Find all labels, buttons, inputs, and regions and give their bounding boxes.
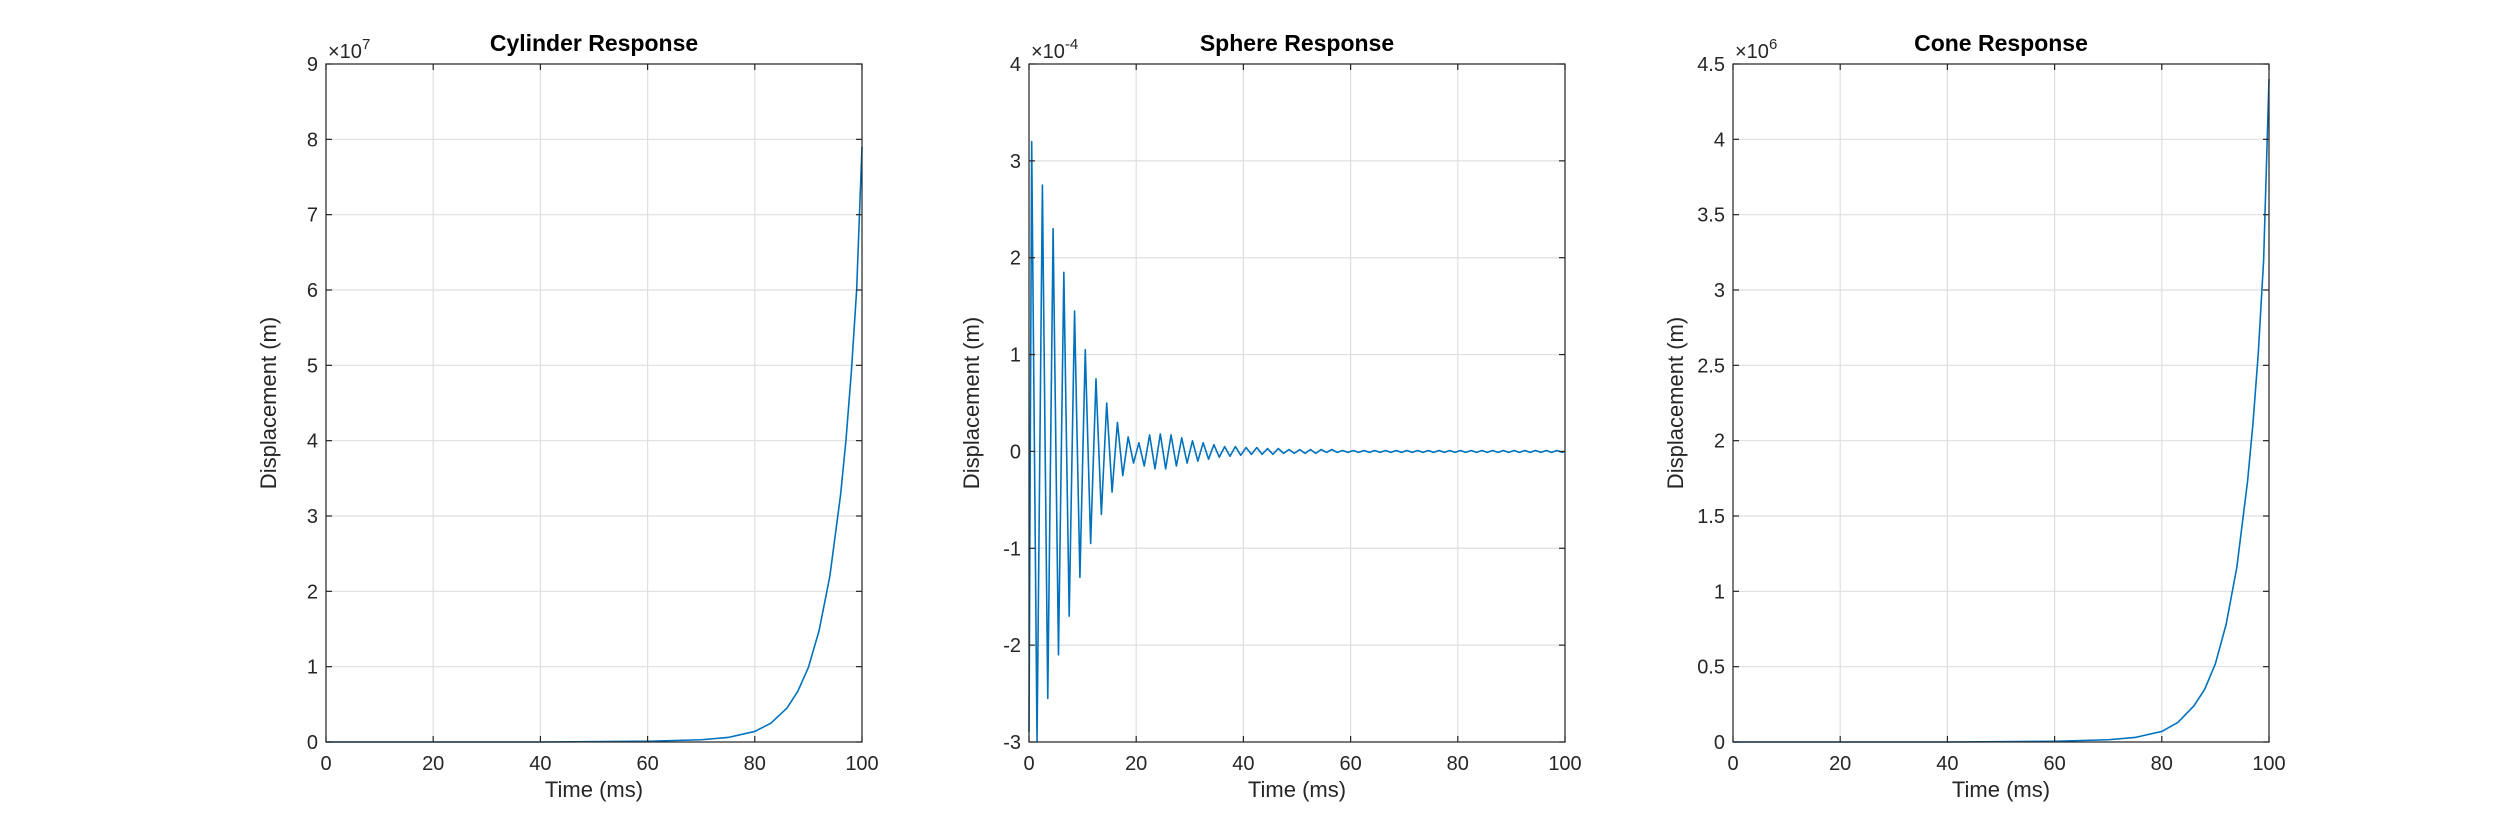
y-tick-label: 2 (307, 581, 318, 603)
axes-box (325, 63, 863, 743)
y-tick-label: 0 (1714, 732, 1725, 754)
x-tick-label: 80 (1447, 753, 1469, 775)
series-line (1733, 79, 2270, 743)
y-tick-label: 2.5 (1697, 355, 1725, 377)
x-tick-label: 20 (1125, 753, 1147, 775)
x-tick-label: 80 (744, 753, 766, 775)
y-tick-label: 4 (1714, 129, 1725, 151)
exponent-base: ×10 (1031, 41, 1065, 63)
exponent-power: -4 (1065, 36, 1078, 53)
y-tick-label: -3 (1003, 732, 1021, 754)
x-tick-label: 20 (1829, 753, 1851, 775)
x-tick-label: 0 (1727, 753, 1738, 775)
y-tick-label: -2 (1003, 635, 1021, 657)
y-tick-label: 5 (307, 355, 318, 377)
y-tick-label: 8 (307, 129, 318, 151)
y-tick-label: 1 (1714, 581, 1725, 603)
chart-panel-2: 0 20 40 60 80 100 -3 -2 -1 0 1 2 3 4 ×10-4 Sphere Respo… (959, 30, 1582, 802)
x-axis-label: Time (ms) (1952, 777, 2050, 802)
axis-exponent-label: ×107 (328, 36, 370, 63)
x-tick-label: 60 (636, 753, 658, 775)
axes-box (1732, 63, 2270, 743)
x-tick-label: 100 (2252, 753, 2285, 775)
series-line (326, 146, 863, 743)
y-tick-label: 1.5 (1697, 506, 1725, 528)
chart-panel-3: 0 20 40 60 80 100 0 0.5 1 1.5 2 2.5 3 3.5 4 4.5 ×106 Cone… (1663, 30, 2286, 802)
y-tick-label: 6 (307, 280, 318, 302)
exponent-power: 6 (1769, 36, 1777, 53)
series-line (1028, 140, 1566, 743)
y-axis-label: Displacement (m) (256, 317, 281, 489)
y-tick-label: 0.5 (1697, 657, 1725, 679)
x-tick-label: 40 (1936, 753, 1958, 775)
y-tick-label: 1 (307, 657, 318, 679)
x-tick-label: 100 (845, 753, 878, 775)
axis-exponent-label: ×10-4 (1031, 36, 1078, 63)
chart-title: Sphere Response (1200, 30, 1394, 56)
exponent-power: 7 (362, 36, 370, 53)
exponent-base: ×10 (328, 41, 362, 63)
x-tick-label: 80 (2151, 753, 2173, 775)
y-tick-label: 4 (1010, 54, 1021, 76)
y-tick-label: -1 (1003, 538, 1021, 560)
axis-exponent-label: ×106 (1735, 36, 1777, 63)
y-tick-label: 3 (307, 506, 318, 528)
x-axis-label: Time (ms) (1248, 777, 1346, 802)
chart-title: Cylinder Response (490, 30, 698, 56)
y-tick-label: 1 (1010, 345, 1021, 367)
y-tick-label: 0 (307, 732, 318, 754)
y-tick-label: 2 (1010, 248, 1021, 270)
x-tick-label: 100 (1548, 753, 1581, 775)
chart-title: Cone Response (1914, 30, 2088, 56)
y-tick-label: 7 (307, 205, 318, 227)
y-tick-label: 3 (1714, 280, 1725, 302)
x-tick-label: 0 (1023, 753, 1034, 775)
y-tick-label: 4.5 (1697, 54, 1725, 76)
x-tick-label: 0 (320, 753, 331, 775)
y-tick-label: 2 (1714, 431, 1725, 453)
exponent-base: ×10 (1735, 41, 1769, 63)
x-tick-label: 20 (422, 753, 444, 775)
y-tick-label: 3.5 (1697, 205, 1725, 227)
y-axis-label: Displacement (m) (959, 317, 984, 489)
y-axis-label: Displacement (m) (1663, 317, 1688, 489)
x-tick-label: 60 (2043, 753, 2065, 775)
x-tick-label: 40 (529, 753, 551, 775)
x-axis-label: Time (ms) (545, 777, 643, 802)
y-tick-label: 9 (307, 54, 318, 76)
y-tick-label: 3 (1010, 151, 1021, 173)
x-tick-label: 40 (1232, 753, 1254, 775)
axes-box (1028, 63, 1566, 743)
y-tick-label: 4 (307, 431, 318, 453)
x-tick-label: 60 (1339, 753, 1361, 775)
y-tick-label: 0 (1010, 441, 1021, 463)
